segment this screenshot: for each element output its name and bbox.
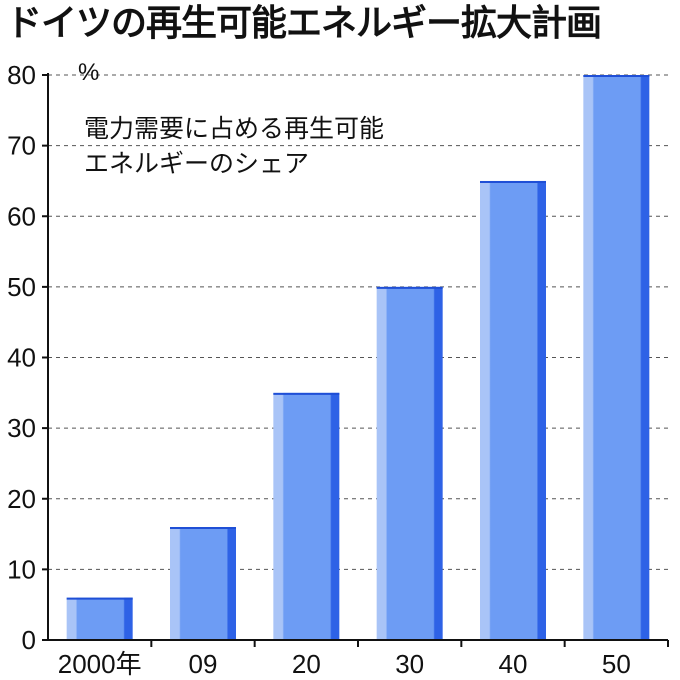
bar bbox=[583, 75, 650, 640]
x-tick-label: 50 bbox=[602, 649, 631, 679]
y-unit-label: % bbox=[78, 59, 99, 86]
bar bbox=[273, 392, 340, 640]
bar bbox=[376, 286, 443, 640]
y-tick-label: 50 bbox=[7, 272, 36, 302]
y-tick-label: 80 bbox=[7, 60, 36, 90]
y-tick-label: 60 bbox=[7, 201, 36, 231]
chart-note-line-2: エネルギーのシェア bbox=[84, 149, 309, 178]
bars bbox=[66, 75, 650, 640]
y-tick-label: 70 bbox=[7, 131, 36, 161]
x-tick-label: 2000年 bbox=[58, 649, 142, 679]
bar bbox=[170, 527, 236, 640]
y-tick-label: 20 bbox=[7, 484, 36, 514]
axes: 0 10 20 30 40 50 60 70 80 2000年 09 20 30 40 50 bbox=[7, 60, 669, 679]
bar bbox=[66, 597, 133, 640]
y-tick-label: 40 bbox=[7, 343, 36, 373]
x-tick-label: 20 bbox=[292, 649, 321, 679]
y-tick-label: 30 bbox=[7, 413, 36, 443]
bar bbox=[480, 180, 546, 640]
chart-note-line-1: 電力需要に占める再生可能 bbox=[84, 114, 384, 143]
y-tick-label: 0 bbox=[22, 625, 36, 655]
chart-title: ドイツの再生可能エネルギー拡大計画 bbox=[6, 3, 602, 44]
y-tick-label: 10 bbox=[7, 554, 36, 584]
x-tick-label: 40 bbox=[499, 649, 528, 679]
x-tick-label: 09 bbox=[189, 649, 218, 679]
x-tick-label: 30 bbox=[395, 649, 424, 679]
